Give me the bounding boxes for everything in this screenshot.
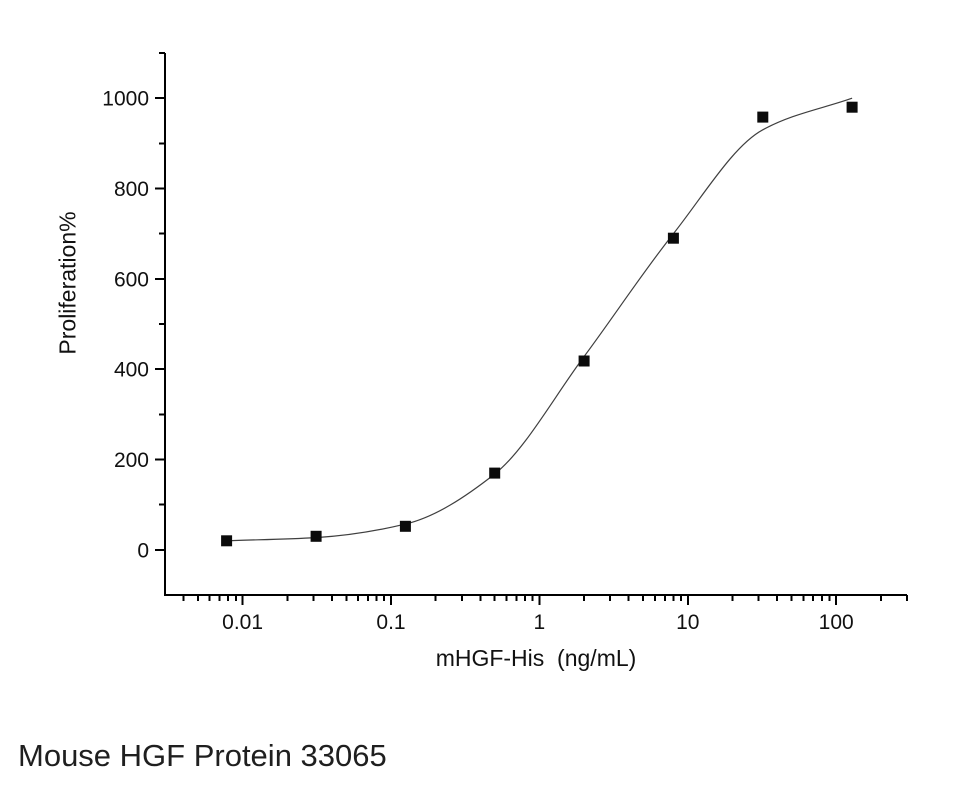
x-tick-label: 1 bbox=[534, 611, 546, 634]
x-tick-label: 0.01 bbox=[222, 611, 263, 634]
data-point-marker bbox=[667, 232, 679, 244]
data-point-marker bbox=[221, 535, 233, 547]
data-point-marker bbox=[489, 467, 501, 479]
data-point-marker bbox=[310, 530, 322, 542]
y-tick-label: 800 bbox=[114, 178, 149, 201]
data-point-marker bbox=[846, 101, 858, 113]
y-tick-label: 600 bbox=[114, 268, 149, 291]
y-tick-label: 1000 bbox=[102, 88, 149, 111]
x-axis-label: mHGF-His (ng/mL) bbox=[435, 645, 637, 671]
x-tick-label: 10 bbox=[676, 611, 699, 634]
data-point-marker bbox=[399, 520, 411, 532]
data-point-marker bbox=[757, 111, 769, 123]
y-tick-label: 0 bbox=[137, 539, 149, 562]
dose-response-chart: 0 200 400 600 800 1000 0.01 0.1 1 10 100 bbox=[102, 52, 908, 634]
data-point-marker bbox=[578, 355, 590, 367]
x-tick-label: 100 bbox=[819, 611, 854, 634]
figure-caption: Mouse HGF Protein 33065 bbox=[18, 738, 387, 773]
y-tick-label: 400 bbox=[114, 359, 149, 382]
y-axis-label: Proliferation% bbox=[54, 211, 81, 355]
fit-curve bbox=[226, 97, 853, 542]
x-tick-label: 0.1 bbox=[376, 611, 405, 634]
y-tick-label: 200 bbox=[114, 449, 149, 472]
